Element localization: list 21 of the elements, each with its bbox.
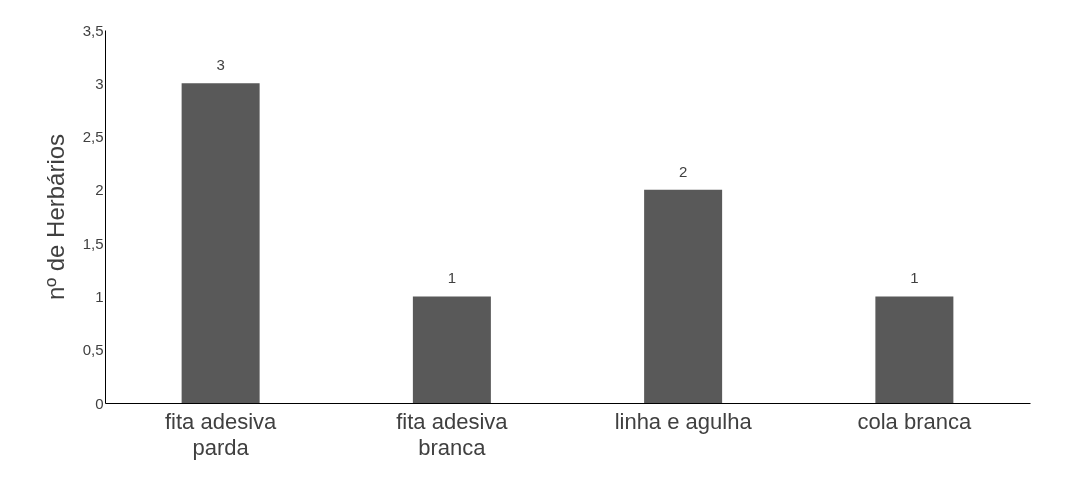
x-tick-label: linha e agulha xyxy=(614,408,753,434)
data-label: 1 xyxy=(910,269,919,287)
y-tick-label: 3,5 xyxy=(82,21,104,39)
y-tick-label: 2 xyxy=(95,181,104,199)
x-tick-label: fita adesiva parda xyxy=(164,408,278,460)
y-tick-label: 1,5 xyxy=(82,234,104,252)
bar xyxy=(644,189,723,403)
x-tick-label: cola branca xyxy=(857,408,972,434)
data-label: 2 xyxy=(678,162,688,180)
y-tick-label: 2,5 xyxy=(82,128,104,146)
bar xyxy=(181,83,260,403)
bar xyxy=(875,296,954,403)
y-axis-title: nº de Herbários xyxy=(41,133,69,301)
y-tick-label: 1 xyxy=(95,287,104,305)
data-label: 1 xyxy=(447,269,457,287)
bar xyxy=(412,296,491,403)
data-label: 3 xyxy=(216,56,225,74)
y-tick-label: 0,5 xyxy=(82,341,104,359)
x-tick-label: fita adesiva branca xyxy=(396,408,509,460)
y-tick-label: 0 xyxy=(95,394,104,412)
y-tick-label: 3 xyxy=(95,74,104,92)
